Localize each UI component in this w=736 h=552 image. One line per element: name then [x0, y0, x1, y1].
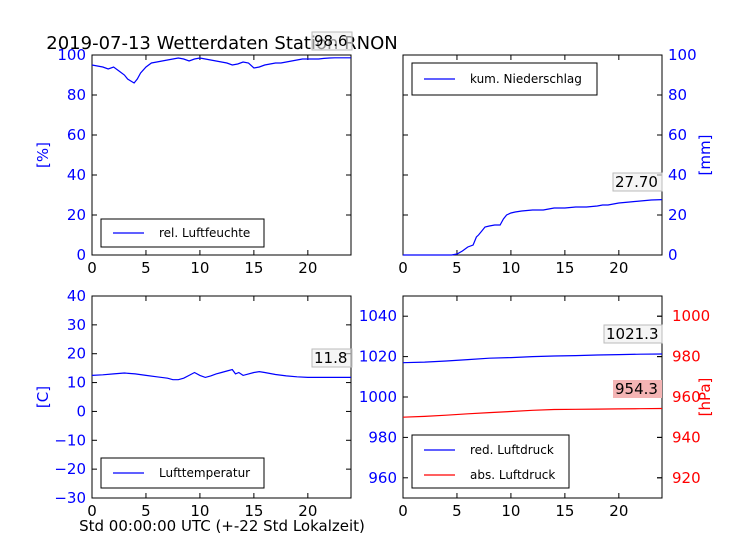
- legend: red. Luftdruck abs. Luftdruck: [411, 434, 570, 489]
- y-tick-label: −30: [54, 489, 86, 507]
- x-tick-label: 0: [398, 259, 408, 277]
- y-tick-label: 100: [668, 46, 697, 64]
- y-axis-label: [C]: [34, 386, 52, 408]
- series-line-red-luftdruck: [402, 353, 663, 364]
- y-tick-label: 20: [67, 206, 86, 224]
- y-tick-label: 20: [67, 345, 86, 363]
- x-tick-label: 20: [609, 502, 628, 520]
- y-axis-label: [%]: [34, 142, 52, 168]
- series-line-abs-luftdruck: [402, 407, 663, 418]
- series-line-lufttemperatur: [91, 368, 351, 381]
- y-tick-label: −20: [54, 460, 86, 478]
- y-tick-label: 20: [668, 206, 687, 224]
- x-tick-label: 0: [87, 502, 97, 520]
- y-tick-label: 1000: [359, 388, 397, 406]
- value-annotation-box: [311, 348, 353, 368]
- legend-label: Lufttemperatur: [159, 466, 250, 480]
- value-annotation-box: [613, 380, 662, 398]
- panel-bottom-right: 0 5 10 15 20 960 980 1000 1020 1040 920 940 960 980 10…: [359, 295, 714, 520]
- y-right-tick-label: 920: [672, 469, 701, 487]
- x-tick-label: 5: [452, 259, 462, 277]
- y-tick-label: 1020: [359, 348, 397, 366]
- series-line-rel-luftfeuchte: [91, 57, 351, 84]
- x-axis-label: Std 00:00:00 UTC (+-22 Std Lokalzeit): [79, 517, 365, 535]
- y-tick-label: 60: [668, 126, 687, 144]
- y-tick-label: 30: [67, 316, 86, 334]
- y-tick-label: 0: [76, 402, 86, 420]
- value-annotation: 98.6: [314, 32, 347, 50]
- x-tick-label: 10: [501, 502, 520, 520]
- y-tick-label: 1040: [359, 307, 397, 325]
- plot-frame: [91, 295, 352, 499]
- x-tick-label: 15: [555, 502, 574, 520]
- legend: kum. Niederschlag: [411, 62, 598, 96]
- x-tick-label: 15: [555, 259, 574, 277]
- x-tick-label: 5: [452, 502, 462, 520]
- panel-top-right: 0 5 10 15 20 0 20 40 60 80 100 [mm] kum. Niederschla…: [398, 46, 714, 277]
- y-right-tick-label: 980: [672, 348, 701, 366]
- y-tick-label: 960: [368, 469, 397, 487]
- y-tick-label: 40: [67, 166, 86, 184]
- y-tick-label: −10: [54, 431, 86, 449]
- value-annotation-box: [612, 172, 663, 192]
- y-tick-label: 40: [67, 287, 86, 305]
- y-tick-label: 40: [668, 166, 687, 184]
- series-line-kum-niederschlag: [403, 199, 663, 256]
- y-right-tick-label: 1000: [672, 307, 710, 325]
- plot-frame: [402, 54, 663, 256]
- x-tick-label: 10: [190, 502, 209, 520]
- y-tick-label: 60: [67, 126, 86, 144]
- legend-label: red. Luftdruck: [470, 443, 554, 457]
- y-tick-label: 0: [76, 246, 86, 264]
- y-tick-label: 980: [368, 428, 397, 446]
- panel-top-left: 0 5 10 15 20 0 20 40 60 80 100 [%] rel. Luftfeuchte 9…: [34, 31, 353, 277]
- y-tick-label: 10: [67, 374, 86, 392]
- x-tick-label: 15: [244, 259, 263, 277]
- legend-label: rel. Luftfeuchte: [159, 226, 250, 240]
- x-tick-label: 5: [141, 502, 151, 520]
- legend-box: [411, 434, 570, 489]
- value-annotation-box: [311, 31, 353, 51]
- y-right-tick-label: 940: [672, 428, 701, 446]
- legend: Lufttemperatur: [100, 457, 265, 489]
- y-right-tick-label: 960: [672, 388, 701, 406]
- plot-frame: [91, 54, 352, 256]
- x-tick-label: 5: [141, 259, 151, 277]
- y-axis-label: [hPa]: [696, 378, 714, 417]
- y-tick-label: 100: [57, 46, 86, 64]
- value-annotation: 954.3: [615, 380, 658, 398]
- legend-label: kum. Niederschlag: [470, 72, 582, 86]
- x-tick-label: 10: [501, 259, 520, 277]
- x-tick-label: 20: [298, 259, 317, 277]
- y-axis-label: [mm]: [696, 135, 714, 176]
- x-tick-label: 0: [87, 259, 97, 277]
- x-tick-label: 0: [398, 502, 408, 520]
- y-tick-label: 80: [67, 86, 86, 104]
- x-tick-label: 10: [190, 259, 209, 277]
- value-annotation: 11.8: [314, 349, 347, 367]
- x-tick-label: 20: [298, 502, 317, 520]
- x-tick-label: 15: [244, 502, 263, 520]
- legend: rel. Luftfeuchte: [100, 218, 265, 248]
- value-annotation: 1021.3: [606, 325, 659, 343]
- panel-bottom-left: 0 5 10 15 20 −30 −20 −10 0 10 20 30 40 [C] Lufttempera…: [34, 287, 353, 520]
- figure-title: 2019-07-13 Wetterdaten Station RNON: [46, 33, 397, 54]
- legend-label: abs. Luftdruck: [470, 468, 555, 482]
- value-annotation-box: [603, 324, 663, 344]
- y-tick-label: 0: [668, 246, 678, 264]
- y-tick-label: 80: [668, 86, 687, 104]
- x-tick-label: 20: [609, 259, 628, 277]
- value-annotation: 27.70: [615, 173, 658, 191]
